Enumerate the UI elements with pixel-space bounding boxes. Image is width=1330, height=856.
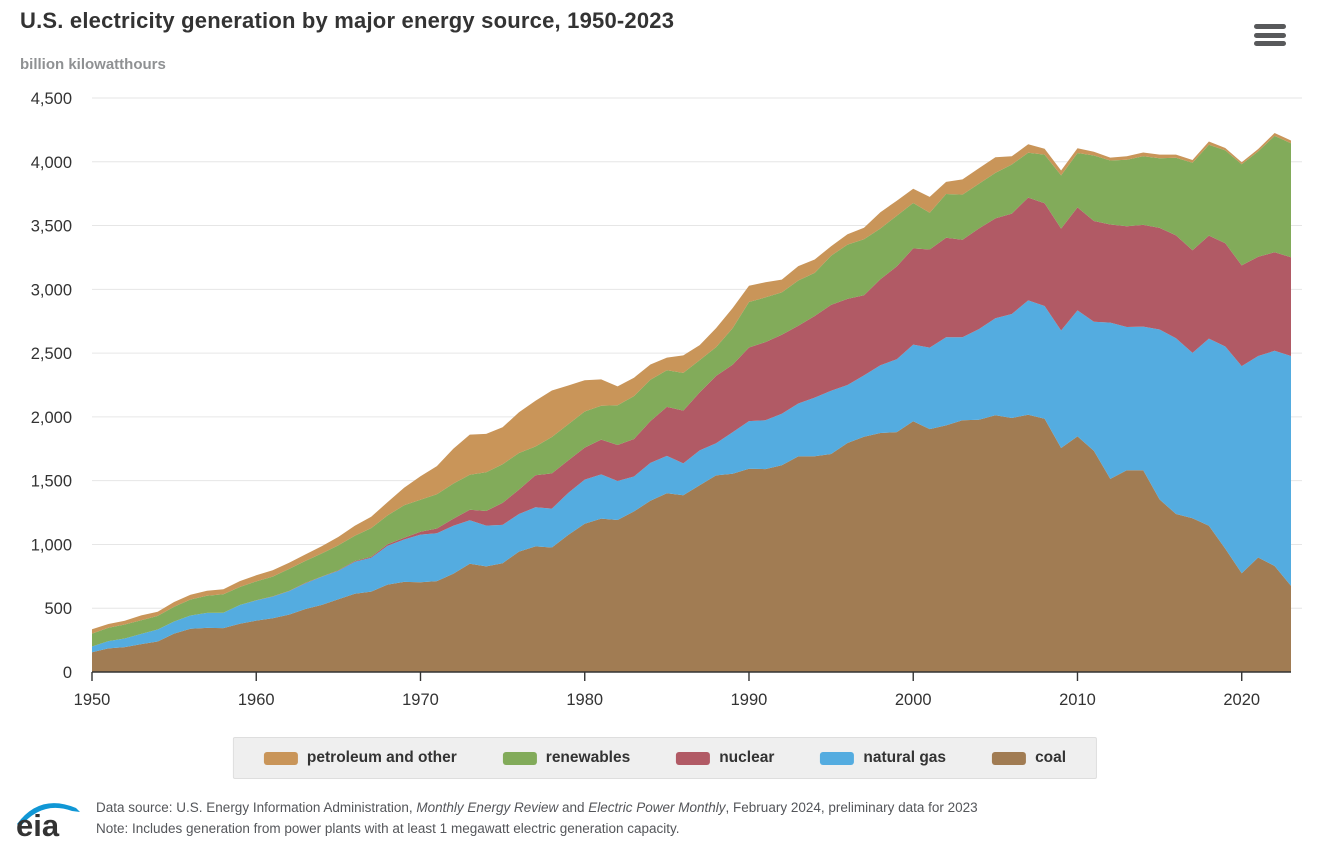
- legend-item-natural-gas[interactable]: natural gas: [820, 749, 946, 767]
- x-axis-tick-label: 1950: [74, 691, 111, 709]
- hamburger-bar: [1254, 24, 1286, 29]
- data-source-text: Data source: U.S. Energy Information Adm…: [96, 800, 417, 815]
- y-axis-tick-label: 3,500: [31, 218, 72, 236]
- x-axis-tick-label: 2000: [895, 691, 932, 709]
- data-source-text: , February 2024, preliminary data for 20…: [725, 800, 978, 815]
- legend-item-coal[interactable]: coal: [992, 749, 1066, 767]
- hamburger-bar: [1254, 32, 1286, 38]
- hamburger-bar: [1254, 41, 1286, 46]
- legend-label: renewables: [545, 749, 631, 766]
- publication-name: Monthly Energy Review: [416, 800, 559, 815]
- legend-label: natural gas: [863, 749, 947, 766]
- y-axis-tick-label: 2,000: [31, 409, 72, 427]
- y-axis-tick-label: 3,000: [31, 281, 72, 299]
- y-axis-tick-label: 1,000: [31, 536, 72, 554]
- legend-swatch: [820, 751, 855, 765]
- legend-swatch: [502, 751, 537, 765]
- data-source-line: Data source: U.S. Energy Information Adm…: [96, 797, 978, 818]
- eia-logo-text: eia: [16, 808, 60, 842]
- legend-item-renewables[interactable]: renewables: [502, 749, 631, 767]
- legend-swatch: [676, 751, 711, 765]
- legend-label: coal: [1035, 749, 1067, 766]
- page-title: U.S. electricity generation by major ene…: [20, 8, 675, 33]
- y-axis-tick-label: 1,500: [31, 473, 72, 491]
- y-axis-tick-label: 4,000: [31, 154, 72, 172]
- note-line: Note: Includes generation from power pla…: [96, 821, 680, 836]
- x-axis-tick-label: 1990: [731, 691, 768, 709]
- legend-label: nuclear: [719, 749, 775, 766]
- area-petroleum-and-other: [92, 133, 1291, 634]
- y-axis-tick-label: 4,500: [31, 90, 72, 108]
- chart-canvas: 0 500 1,000 1,500 2,000 2,500 3,000 3,500 4,000 4…: [31, 90, 1302, 709]
- y-axis-tick-label: 2,500: [31, 345, 72, 363]
- y-axis-tick-label: 500: [44, 600, 72, 618]
- footer: eia Data source: U.S. Energy Information…: [14, 792, 978, 842]
- y-axis-tick-label: 0: [63, 664, 72, 682]
- x-axis-tick-label: 2010: [1059, 691, 1096, 709]
- legend-item-nuclear[interactable]: nuclear: [676, 749, 774, 767]
- x-axis-tick-label: 1970: [402, 691, 439, 709]
- stacked-area-chart: 0 500 1,000 1,500 2,000 2,500 3,000 3,500 4,000 4…: [0, 80, 1330, 725]
- hamburger-menu-icon[interactable]: [1254, 24, 1286, 46]
- x-axis-tick-label: 1980: [566, 691, 603, 709]
- area-natural-gas: [92, 300, 1291, 653]
- chart-legend: petroleum and other renewables nuclear natu…: [232, 737, 1098, 779]
- publication-name: Electric Power Monthly: [588, 800, 726, 815]
- legend-swatch: [992, 751, 1027, 765]
- area-nuclear: [92, 197, 1291, 647]
- eia-logo: eia: [16, 803, 80, 842]
- area-renewables: [92, 135, 1291, 647]
- legend-swatch: [263, 751, 298, 765]
- footer-text: Data source: U.S. Energy Information Adm…: [96, 797, 978, 839]
- eia-logo-swoosh: [17, 803, 80, 827]
- x-axis-tick-label: 1960: [238, 691, 275, 709]
- y-axis-units-label: billion kilowatthours: [20, 56, 166, 73]
- area-coal: [92, 414, 1291, 672]
- x-axis-tick-label: 2020: [1223, 691, 1260, 709]
- data-source-text: and: [558, 800, 589, 815]
- legend-item-petroleum-and-other[interactable]: petroleum and other: [263, 749, 457, 767]
- legend-label: petroleum and other: [306, 749, 457, 766]
